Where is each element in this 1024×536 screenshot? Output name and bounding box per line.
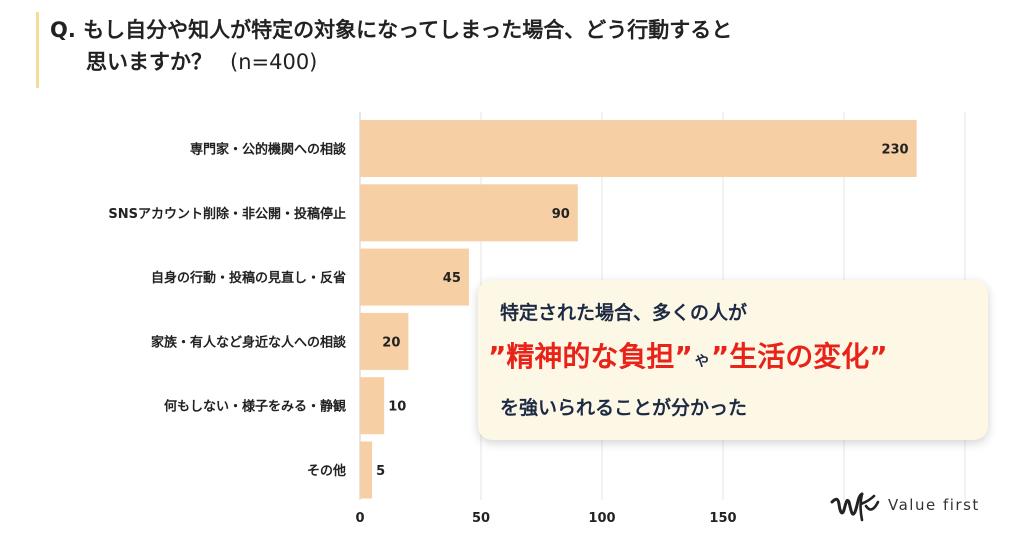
- callout-connector: や: [694, 354, 709, 370]
- title-line-2-text: 思いますか？: [86, 50, 212, 74]
- bar: [360, 184, 578, 242]
- callout-emphasis-2: ”生活の変化”: [710, 340, 888, 373]
- x-tick-label: 50: [472, 511, 490, 526]
- bar: [360, 248, 469, 306]
- title-accent-bar: [36, 12, 39, 88]
- brand-name: Value first: [888, 496, 980, 514]
- data-label: 20: [382, 335, 400, 350]
- category-label: 家族・有人など身近な人への相談: [151, 334, 347, 350]
- data-label: 45: [443, 271, 461, 286]
- title-line-2: 思いますか？ (n=400): [50, 46, 950, 78]
- chart-title: Q. もし自分や知人が特定の対象になってしまった場合、どう行動すると 思いますか…: [50, 14, 950, 78]
- data-label: 90: [552, 207, 570, 222]
- category-label: 自身の行動・投稿の見直し・反省: [151, 270, 346, 286]
- brand-logo: Value first: [830, 488, 1010, 524]
- callout-line-1: 特定された場合、多くの人が: [500, 302, 748, 324]
- brand-mark-icon: [830, 492, 880, 522]
- bar: [360, 312, 409, 370]
- bar: [360, 120, 917, 177]
- callout-box: 特定された場合、多くの人が ”精神的な負担” や”生活の変化” を強いられることが…: [478, 280, 988, 440]
- category-label: 専門家・公的機関への相談: [190, 142, 347, 158]
- bar: [360, 377, 385, 435]
- callout-line-2: ”精神的な負担” や”生活の変化”: [488, 335, 983, 375]
- title-line-1: Q. もし自分や知人が特定の対象になってしまった場合、どう行動すると: [50, 18, 733, 42]
- category-label: SNSアカウント削除・非公開・投稿停止: [108, 206, 346, 222]
- category-label: 何もしない・様子をみる・静観: [164, 399, 346, 415]
- callout-emphasis-1: ”精神的な負担”: [488, 340, 693, 373]
- sample-size: (n=400): [230, 50, 318, 74]
- x-tick-label: 150: [709, 511, 736, 526]
- data-label: 5: [376, 464, 385, 479]
- x-tick-label: 100: [588, 511, 615, 526]
- bar: [360, 441, 373, 499]
- data-label: 230: [881, 143, 908, 158]
- callout-line-3: を強いられることが分かった: [500, 397, 748, 419]
- x-tick-label: 0: [355, 511, 364, 526]
- category-label: その他: [307, 463, 346, 479]
- data-label: 10: [388, 400, 406, 415]
